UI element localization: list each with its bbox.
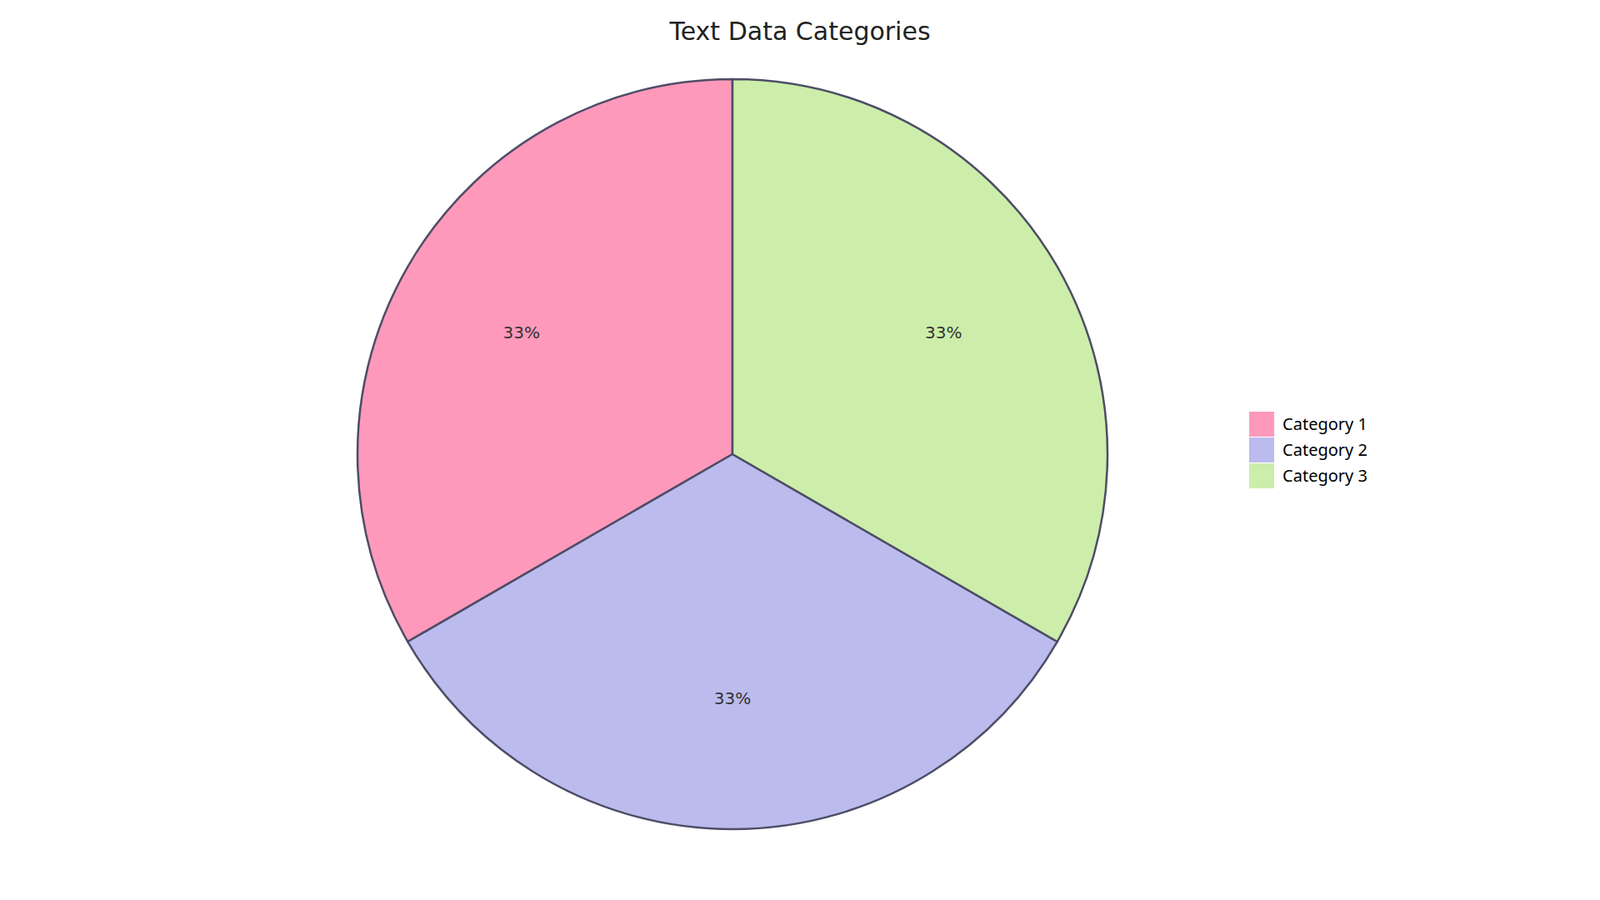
svg-text:33%: 33% (925, 322, 962, 343)
svg-text:33%: 33% (503, 322, 540, 343)
html-text:Category 1: Category 1 (1282, 412, 1368, 435)
html-text:Text Data Categories: Text Data Categories (669, 16, 931, 46)
svg-text:33%: 33% (714, 688, 751, 709)
html-text:Category 2: Category 2 (1282, 438, 1368, 461)
html-text:Category 3: Category 3 (1282, 464, 1368, 487)
